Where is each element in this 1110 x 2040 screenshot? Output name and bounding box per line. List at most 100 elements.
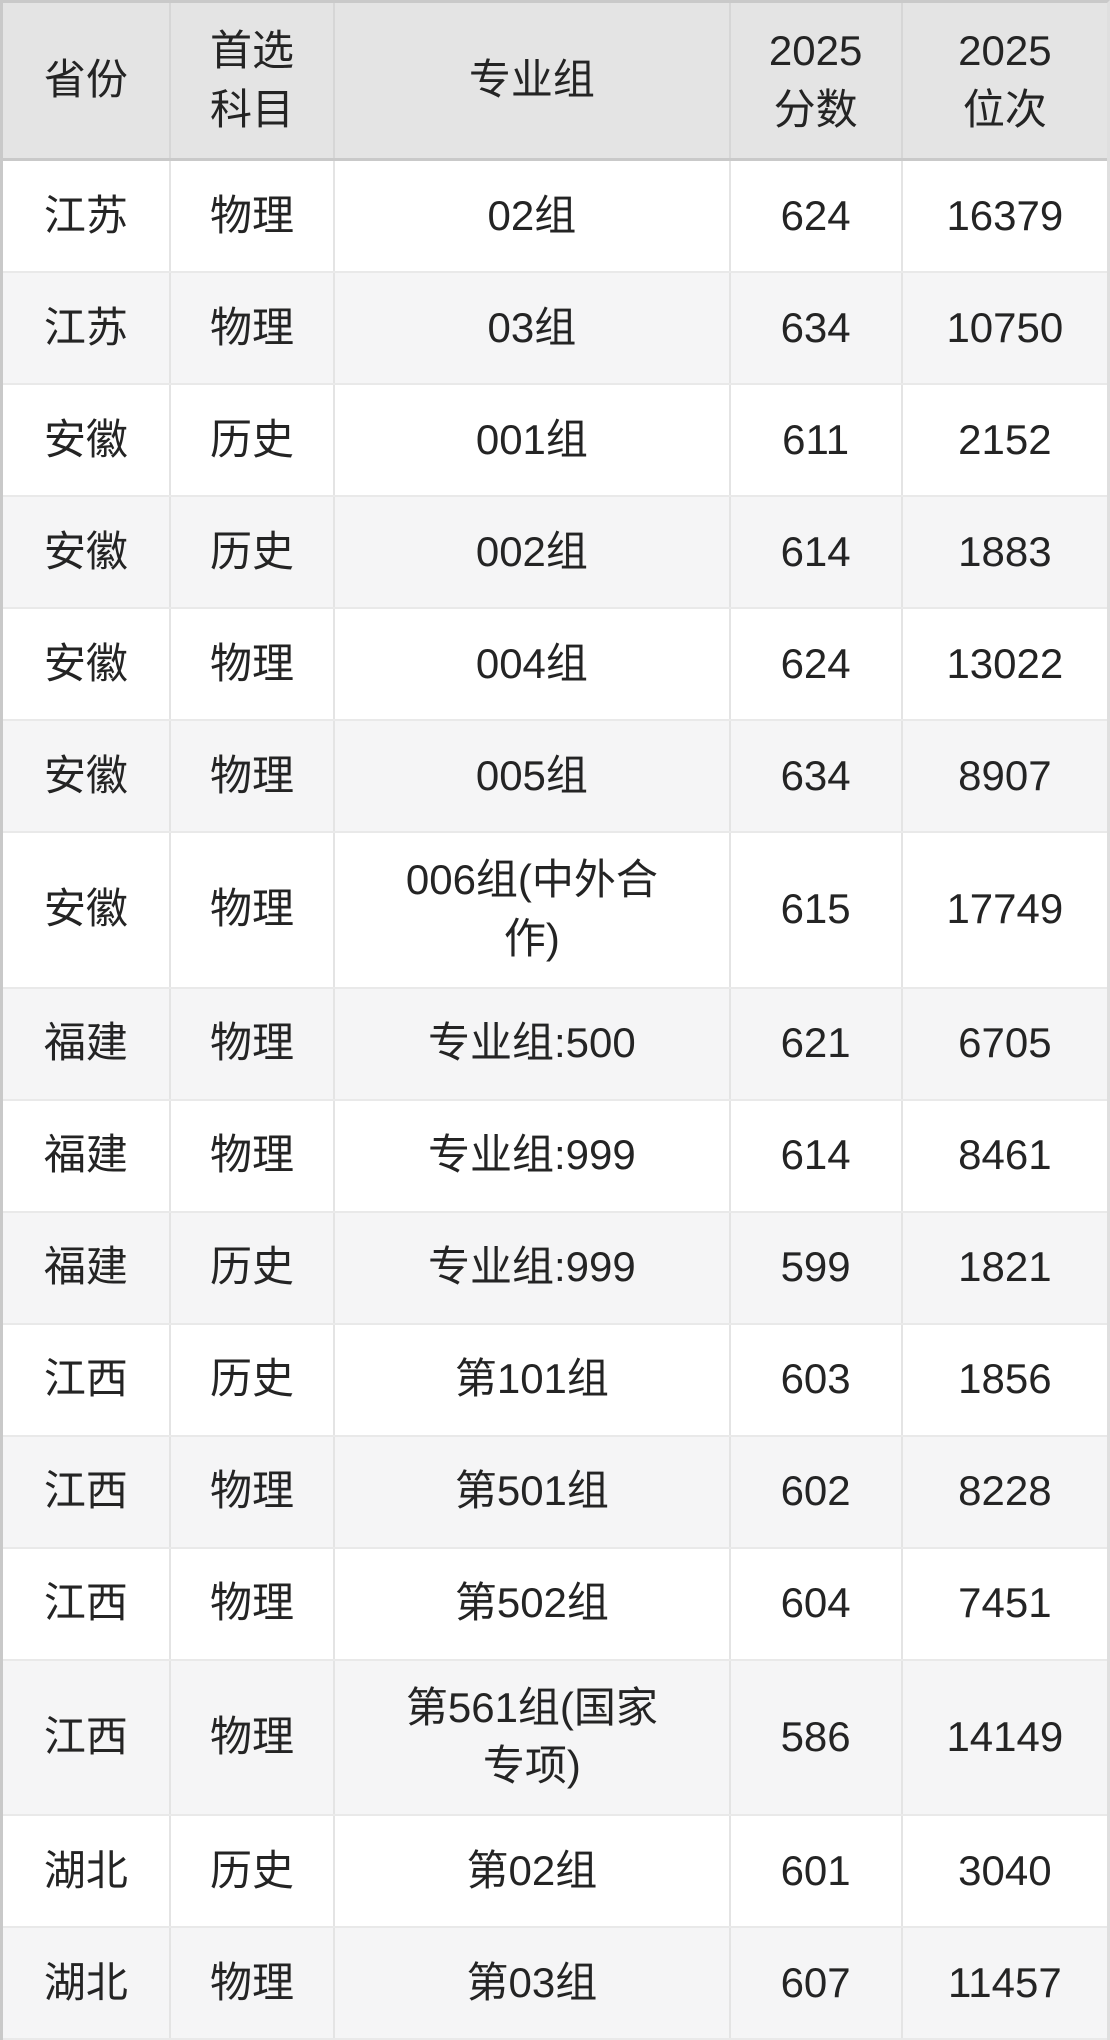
cell-province: 安徽 [3, 833, 171, 987]
cell-score: 614 [731, 497, 903, 607]
cell-group: 006组(中外合作) [335, 833, 731, 987]
cell-rank: 1856 [958, 1355, 1052, 1403]
cell-score: 601 [731, 1816, 903, 1927]
cell-group: 第561组(国家专项) [335, 1660, 731, 1815]
cell-score: 615 [731, 833, 903, 987]
table-row: 福建 历史 专业组:999 599 1821 [3, 1212, 1107, 1325]
table-row: 安徽 物理 005组 634 8907 [3, 721, 1107, 833]
cell-subject: 物理 [171, 1928, 336, 2039]
cell-rank: 8461 [958, 1131, 1052, 1179]
cell-rank: 14149 [946, 1712, 1064, 1760]
cell-rank: 13022 [946, 639, 1064, 687]
cell-score: 602 [731, 1436, 903, 1547]
cell-score: 621 [731, 988, 903, 1099]
cell-rank: 1883 [958, 527, 1052, 575]
cell-province: 湖北 [3, 1816, 171, 1927]
cell-group: 专业组:500 [335, 988, 731, 1099]
cell-rank: 7451 [958, 1579, 1052, 1627]
cell-score: 634 [731, 721, 903, 831]
cell-province: 江苏 [3, 161, 171, 271]
table-row: 湖北 物理 第03组 607 11457 [3, 1928, 1107, 2040]
cell-score: 607 [731, 1928, 903, 2039]
cell-province: 福建 [3, 988, 171, 1099]
cell-rank: 1821 [958, 1243, 1052, 1291]
cell-group: 第502组 [335, 1548, 731, 1659]
cell-group: 专业组:999 [335, 1212, 731, 1323]
cell-subject: 物理 [171, 609, 336, 719]
header-cell-province: 省份 [3, 3, 171, 158]
cell-group: 005组 [335, 721, 731, 831]
cell-rank: 11457 [948, 1958, 1062, 2006]
table-row: 江西 物理 第502组 604 7451 [3, 1548, 1107, 1661]
header-cell-subject: 首选 科目 [171, 3, 336, 158]
cell-rank: 8228 [958, 1467, 1052, 1515]
table-row: 福建 物理 专业组:500 621 6705 [3, 988, 1107, 1101]
table-row: 江西 历史 第101组 603 1856 [3, 1324, 1107, 1437]
cell-province: 湖北 [3, 1928, 171, 2039]
cell-province: 江西 [3, 1660, 171, 1815]
cell-rank: 17749 [946, 885, 1064, 933]
cell-rank: 2152 [958, 415, 1052, 463]
cell-group: 002组 [335, 497, 731, 607]
cell-rank: 16379 [946, 191, 1064, 239]
table-row: 江西 物理 第561组(国家专项) 586 14149 [3, 1660, 1107, 1817]
table-row: 安徽 物理 006组(中外合作) 615 17749 [3, 833, 1107, 989]
cell-subject: 历史 [171, 1816, 336, 1927]
table-row: 湖北 历史 第02组 601 3040 [3, 1816, 1107, 1929]
cell-score: 604 [731, 1548, 903, 1659]
cell-province: 江西 [3, 1436, 171, 1547]
cell-rank: 6705 [958, 1019, 1052, 1067]
table-row: 江苏 物理 03组 634 10750 [3, 273, 1107, 385]
table-row: 安徽 物理 004组 624 13022 [3, 609, 1107, 721]
table-row: 安徽 历史 002组 614 1883 [3, 497, 1107, 609]
cell-subject: 物理 [171, 1100, 336, 1211]
cell-province: 江苏 [3, 273, 171, 383]
cell-province: 江西 [3, 1324, 171, 1435]
cell-score: 624 [731, 609, 903, 719]
cell-subject: 物理 [171, 1548, 336, 1659]
cell-group: 专业组:999 [335, 1100, 731, 1211]
cell-subject: 物理 [171, 161, 336, 271]
table-row: 江苏 物理 02组 624 16379 [3, 161, 1107, 273]
cell-province: 安徽 [3, 609, 171, 719]
cell-score: 586 [731, 1660, 903, 1815]
cell-subject: 物理 [171, 833, 336, 987]
cell-group: 03组 [335, 273, 731, 383]
cell-subject: 物理 [171, 721, 336, 831]
table-row: 江西 物理 第501组 602 8228 [3, 1436, 1107, 1549]
cell-score: 611 [731, 385, 903, 495]
cell-subject: 物理 [171, 988, 336, 1099]
cell-province: 安徽 [3, 721, 171, 831]
cell-subject: 历史 [171, 497, 336, 607]
cell-province: 福建 [3, 1212, 171, 1323]
cell-subject: 物理 [171, 273, 336, 383]
cell-province: 江西 [3, 1548, 171, 1659]
cell-province: 福建 [3, 1100, 171, 1211]
header-cell-rank: 2025 位次 [958, 26, 1052, 133]
cell-score: 599 [731, 1212, 903, 1323]
cell-group: 第501组 [335, 1436, 731, 1547]
cell-group: 第101组 [335, 1324, 731, 1435]
header-row: 省份 首选 科目 专业组 2025 分数 2025 位次 [3, 3, 1107, 161]
cell-score: 624 [731, 161, 903, 271]
cell-subject: 物理 [171, 1436, 336, 1547]
cell-score: 603 [731, 1324, 903, 1435]
cell-score: 614 [731, 1100, 903, 1211]
table-row: 安徽 历史 001组 611 2152 [3, 385, 1107, 497]
table-row: 福建 物理 专业组:999 614 8461 [3, 1100, 1107, 1213]
header-cell-group: 专业组 [335, 3, 731, 158]
cell-subject: 历史 [171, 1324, 336, 1435]
cell-score: 634 [731, 273, 903, 383]
cell-subject: 历史 [171, 385, 336, 495]
cell-province: 安徽 [3, 497, 171, 607]
cell-subject: 物理 [171, 1660, 336, 1815]
cell-group: 02组 [335, 161, 731, 271]
cell-group: 004组 [335, 609, 731, 719]
table-body: 江苏 物理 02组 624 16379 江苏 物理 03组 634 10750 … [3, 161, 1107, 2040]
cell-subject: 历史 [171, 1212, 336, 1323]
cell-province: 安徽 [3, 385, 171, 495]
header-cell-score: 2025 分数 [731, 3, 903, 158]
cell-group: 001组 [335, 385, 731, 495]
cell-rank: 10750 [946, 303, 1064, 351]
